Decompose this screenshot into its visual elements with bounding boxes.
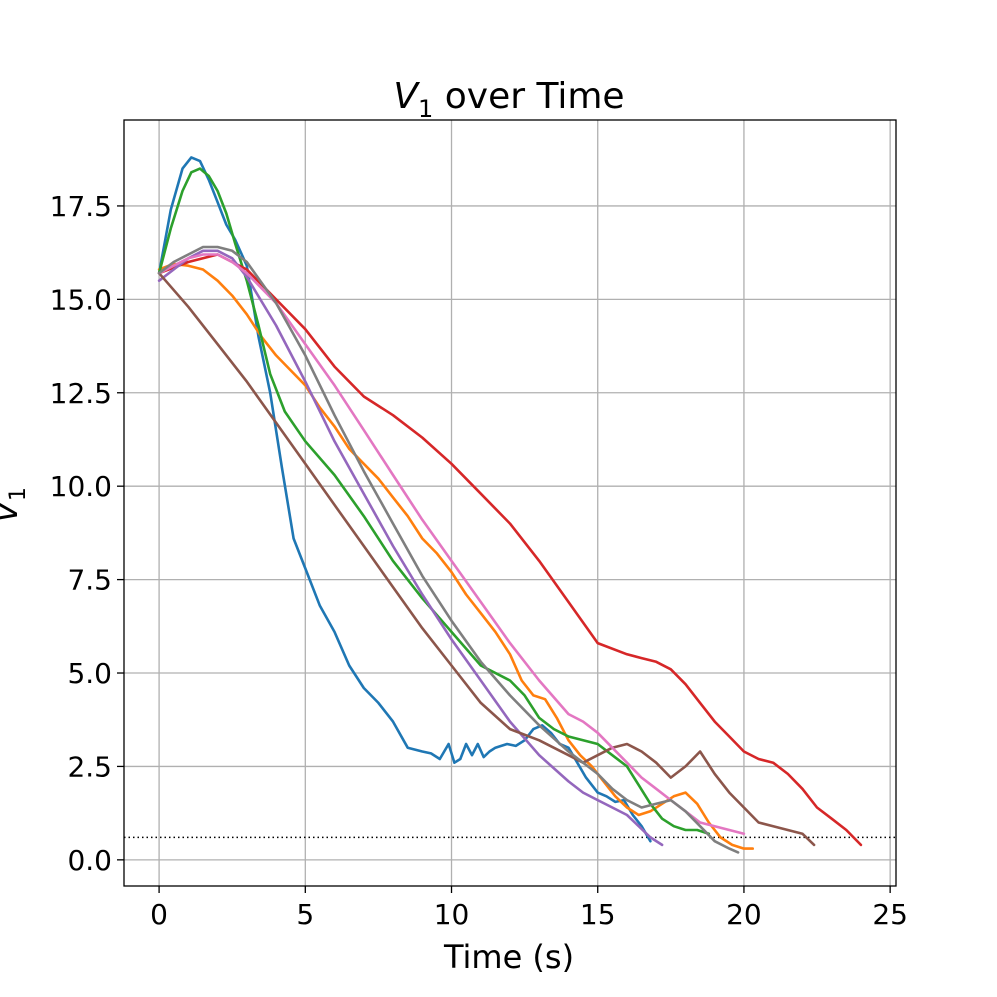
y-tick-label: 5.0	[67, 657, 112, 690]
y-tick-label: 10.0	[50, 470, 112, 503]
y-axis-label: V1	[0, 487, 31, 523]
y-tick-label: 15.0	[50, 283, 112, 316]
chart-title-subscript: 1	[418, 95, 433, 123]
plot-area	[123, 119, 897, 887]
x-tick-label: 25	[872, 898, 908, 931]
x-tick-label: 15	[580, 898, 616, 931]
series-layer	[157, 156, 863, 854]
series-line-5	[157, 249, 664, 847]
series-line-6	[157, 271, 816, 847]
y-tick-label: 17.5	[50, 190, 112, 223]
grid	[124, 120, 896, 886]
chart-title-symbol: V	[393, 76, 420, 117]
x-tick-label: 10	[434, 898, 470, 931]
x-tick-label: 20	[726, 898, 762, 931]
series-line-8	[157, 245, 740, 854]
y-tick-label: 0.0	[67, 844, 112, 877]
y-tick-label: 7.5	[67, 564, 112, 597]
y-tick-label: 2.5	[67, 750, 112, 783]
y-axis-label-symbol: V	[0, 499, 25, 523]
series-line-4	[157, 253, 863, 847]
y-tick-label: 12.5	[50, 377, 112, 410]
x-axis-label: Time (s)	[443, 938, 574, 976]
x-tick-label: 5	[296, 898, 314, 931]
chart-title-text: over Time	[433, 76, 624, 117]
x-tick-label: 0	[150, 898, 168, 931]
axis-ticks: 0 5 10 15 20 25 0.0 2.5 5.0 7.5 10.0 12.5 15.0 17.5	[50, 190, 908, 931]
chart-title: V1 over Time	[393, 76, 624, 123]
y-axis-label-subscript: 1	[6, 487, 31, 501]
